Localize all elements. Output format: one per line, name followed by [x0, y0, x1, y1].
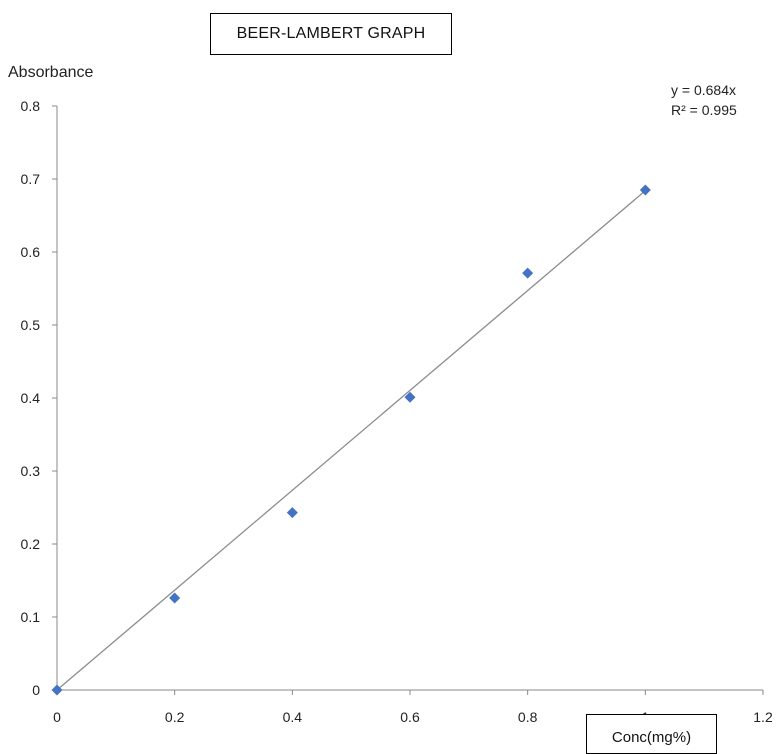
x-tick-label: 0.8: [518, 709, 538, 725]
y-tick-label: 0.8: [21, 98, 41, 114]
data-point: [169, 592, 181, 604]
data-point: [404, 391, 416, 403]
trendline-equation: y = 0.684x: [671, 82, 736, 98]
x-tick-label: 0.4: [283, 709, 303, 725]
data-point: [639, 184, 651, 196]
y-tick-label: 0.1: [21, 609, 41, 625]
y-tick-label: 0.7: [21, 171, 41, 187]
y-tick-label: 0.4: [21, 390, 41, 406]
trendline-r-squared: R² = 0.995: [671, 102, 737, 118]
trendline-equation-box: y = 0.684x R² = 0.995: [671, 80, 737, 120]
x-axis-label: Conc(mg%): [586, 714, 717, 754]
chart-title: BEER-LAMBERT GRAPH: [210, 13, 452, 55]
x-tick-label: 0: [53, 709, 61, 725]
x-tick-label: 0.2: [165, 709, 185, 725]
x-tick-label: 1.2: [753, 709, 773, 725]
y-tick-label: 0.3: [21, 463, 41, 479]
data-point: [286, 507, 298, 519]
trendline: [56, 190, 646, 691]
data-point: [522, 267, 534, 279]
y-tick-label: 0.2: [21, 536, 41, 552]
x-tick-label: 0.6: [400, 709, 420, 725]
y-tick-label: 0: [32, 682, 40, 698]
y-tick-label: 0.6: [21, 244, 41, 260]
data-point: [51, 684, 63, 696]
y-tick-label: 0.5: [21, 317, 41, 333]
y-axis-label: Absorbance: [8, 64, 94, 81]
